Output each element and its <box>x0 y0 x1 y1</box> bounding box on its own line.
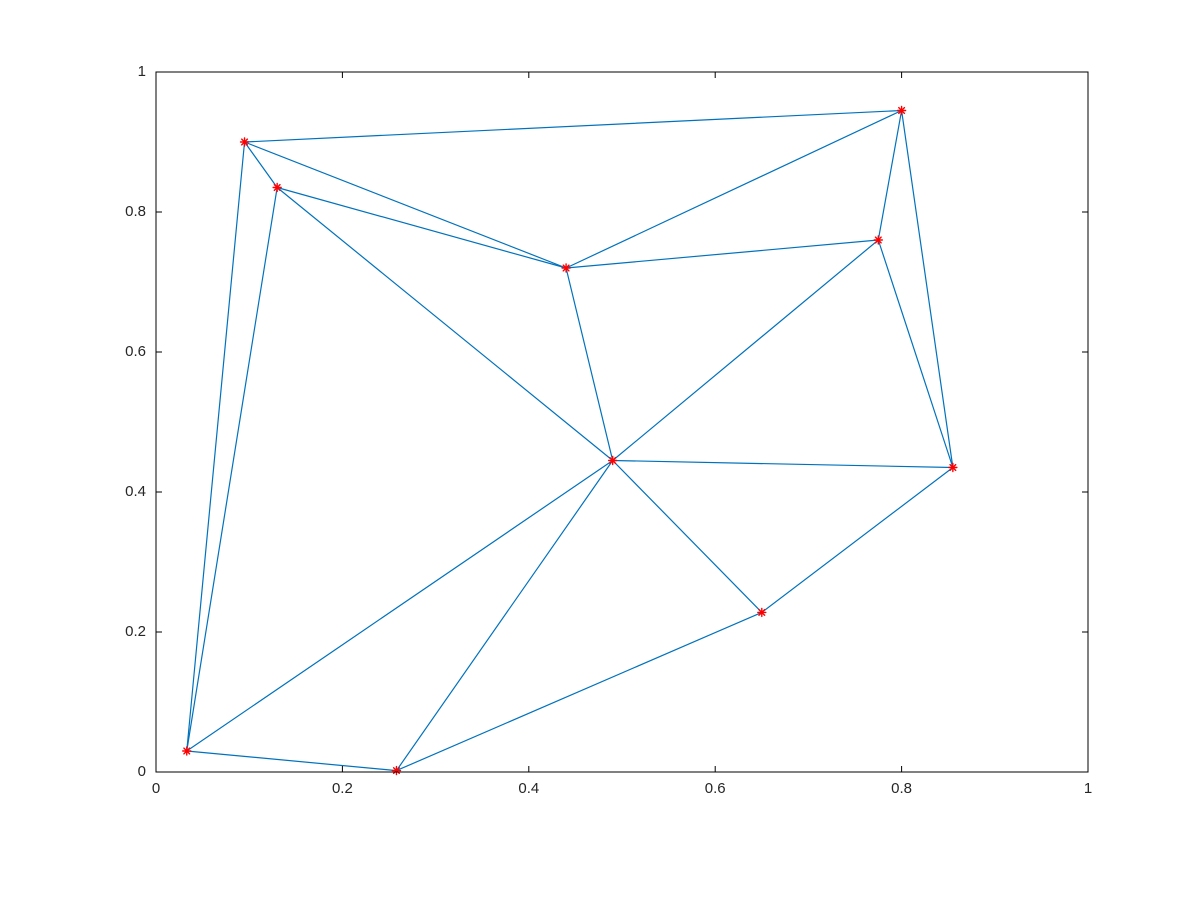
node-marker <box>949 464 957 472</box>
node-marker <box>609 457 617 465</box>
xtick-label: 0.6 <box>705 780 726 797</box>
node-marker <box>392 767 400 775</box>
node-marker <box>273 184 281 192</box>
ytick-label: 0.8 <box>125 203 146 220</box>
node-marker <box>874 236 882 244</box>
ytick-label: 0.6 <box>125 343 146 360</box>
xtick-label: 0.8 <box>891 780 912 797</box>
node-marker <box>241 138 249 146</box>
figure: 0 0.2 0.4 0.6 0.8 1 0 0.2 0.4 0.6 0.8 1 <box>0 0 1200 900</box>
xtick-label: 1 <box>1084 780 1092 797</box>
ytick-label: 0.4 <box>125 483 146 500</box>
xtick-label: 0.4 <box>518 780 539 797</box>
ytick-label: 0 <box>138 763 146 780</box>
plot-svg: 0 0.2 0.4 0.6 0.8 1 0 0.2 0.4 0.6 0.8 1 <box>0 0 1200 900</box>
node-marker <box>562 264 570 272</box>
node-marker <box>183 747 191 755</box>
ytick-label: 1 <box>138 63 146 80</box>
axes-background <box>156 72 1088 772</box>
node-marker <box>758 608 766 616</box>
node-marker <box>898 107 906 115</box>
xtick-label: 0.2 <box>332 780 353 797</box>
ytick-label: 0.2 <box>125 623 146 640</box>
xtick-label: 0 <box>152 780 160 797</box>
